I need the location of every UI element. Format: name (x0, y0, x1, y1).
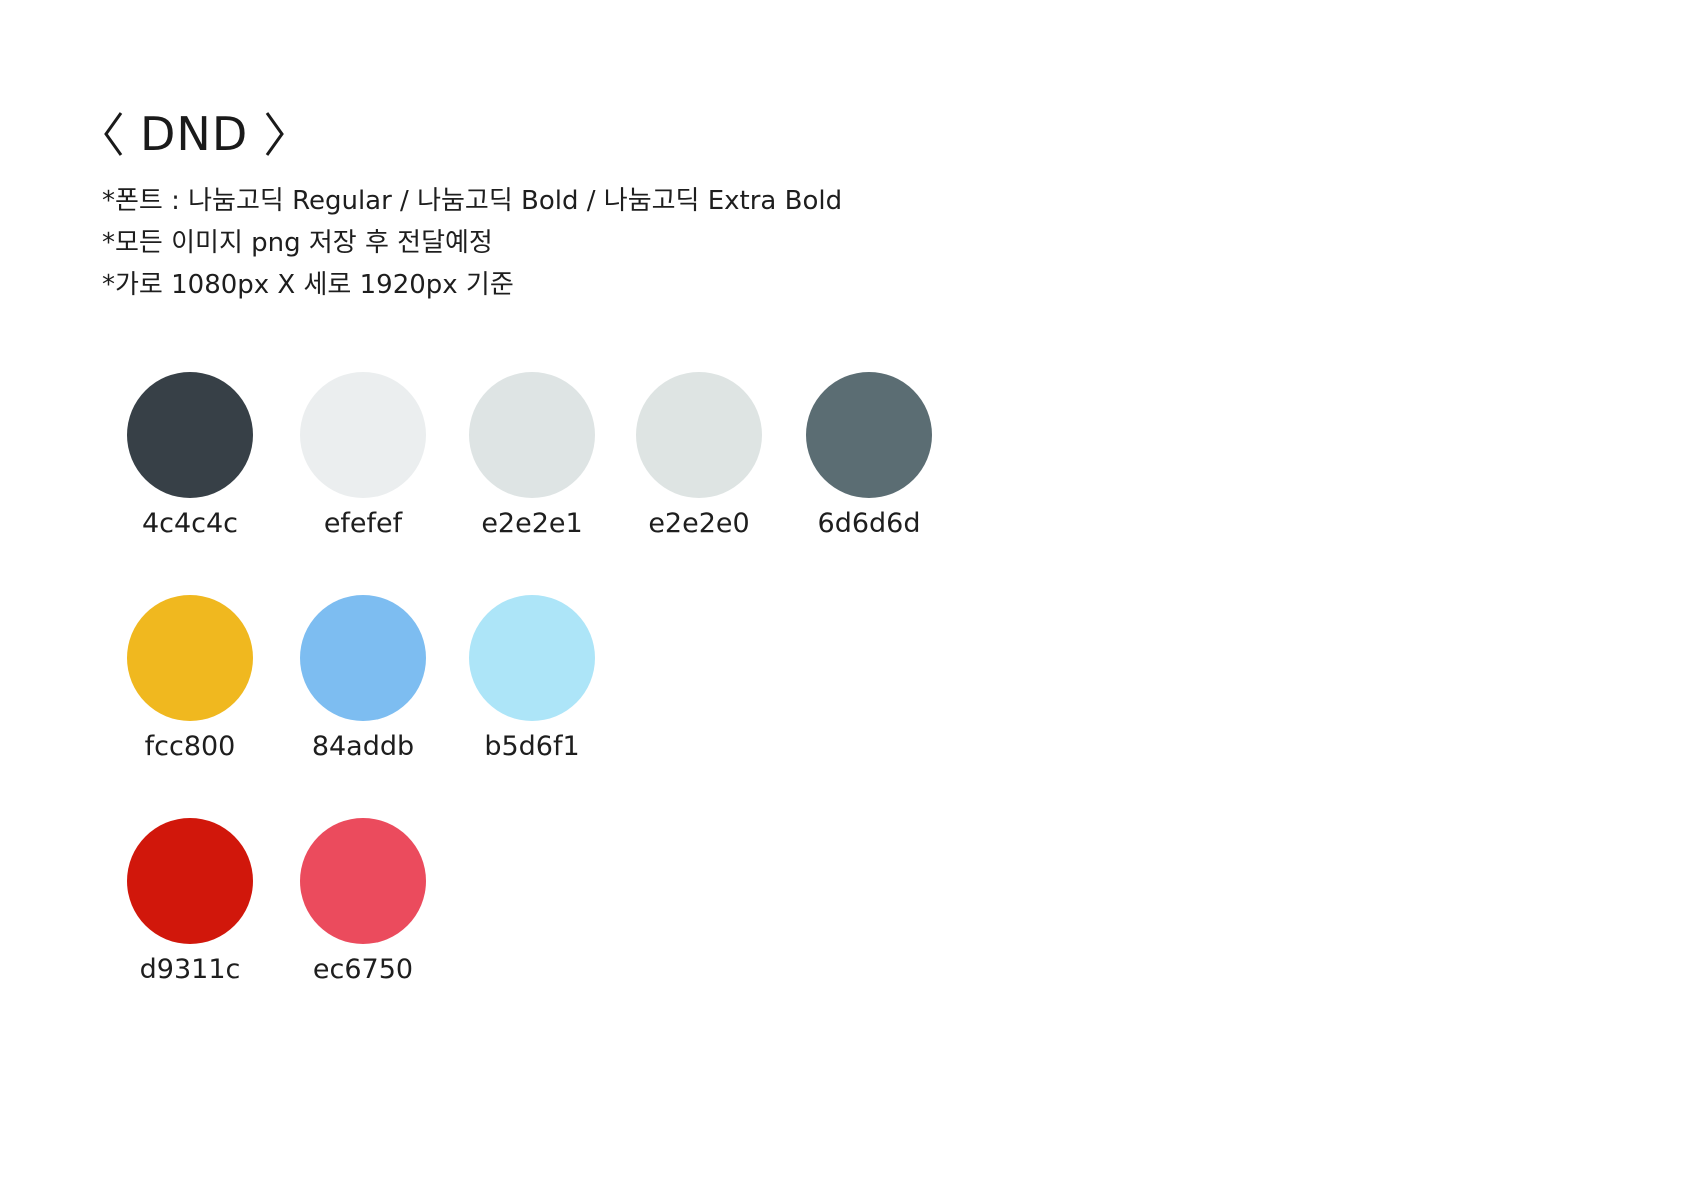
color-circle (127, 372, 253, 498)
color-code: e2e2e0 (648, 508, 750, 539)
color-circle (300, 372, 426, 498)
note-font: *폰트 : 나눔고딕 Regular / 나눔고딕 Bold / 나눔고딕 Ex… (102, 186, 843, 216)
color-code: efefef (323, 508, 403, 539)
color-code: fcc800 (144, 731, 236, 762)
color-code: ec6750 (312, 954, 414, 985)
color-swatch: ec6750 (273, 818, 453, 1008)
right-angle-bracket-icon (266, 112, 285, 156)
note-dimensions: *가로 1080px X 세로 1920px 기준 (102, 270, 514, 300)
color-swatch: 6d6d6d (779, 372, 959, 562)
color-circle (300, 818, 426, 944)
color-circle (806, 372, 932, 498)
color-circle (127, 595, 253, 721)
left-angle-bracket-icon (104, 112, 123, 156)
color-swatch: efefef (273, 372, 453, 562)
color-swatch: 84addb (273, 595, 453, 785)
color-circle (300, 595, 426, 721)
color-code: b5d6f1 (484, 731, 580, 762)
color-circle (636, 372, 762, 498)
color-code: 6d6d6d (817, 508, 921, 539)
color-circle (469, 595, 595, 721)
color-circle (127, 818, 253, 944)
page-title-row: DND (102, 104, 286, 164)
notes-list: *폰트 : 나눔고딕 Regular / 나눔고딕 Bold / 나눔고딕 Ex… (102, 180, 842, 306)
color-swatch: e2e2e1 (442, 372, 622, 562)
color-code: 4c4c4c (141, 508, 239, 539)
color-code: d9311c (139, 954, 241, 985)
color-swatch: fcc800 (100, 595, 280, 785)
color-swatch: 4c4c4c (100, 372, 280, 562)
color-swatch: b5d6f1 (442, 595, 622, 785)
color-code: e2e2e1 (481, 508, 583, 539)
color-code: 84addb (311, 731, 415, 762)
page-title: DND (140, 107, 249, 161)
color-swatch: e2e2e0 (609, 372, 789, 562)
color-circle (469, 372, 595, 498)
note-image-format: *모든 이미지 png 저장 후 전달예정 (102, 228, 493, 258)
color-swatch: d9311c (100, 818, 280, 1008)
